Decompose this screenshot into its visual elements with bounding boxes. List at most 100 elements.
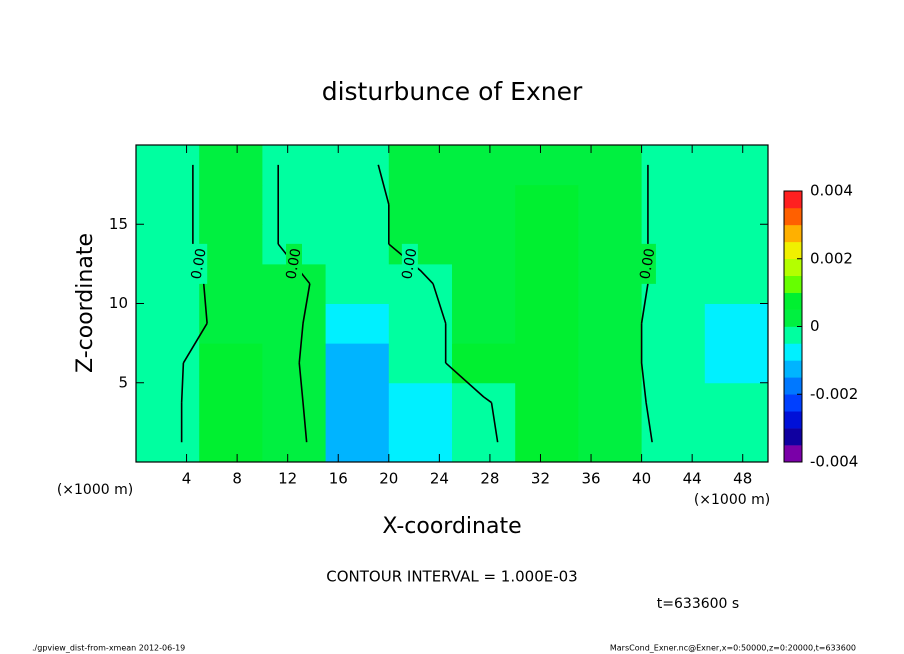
field-cell — [515, 263, 579, 304]
colorbar-tick-label: 0.004 — [810, 182, 853, 200]
field-cell — [704, 145, 769, 186]
contour-label-bg — [401, 243, 418, 284]
field-cell — [704, 303, 769, 344]
field-cell — [578, 382, 643, 423]
field-cell — [136, 382, 200, 423]
field-cell — [641, 145, 706, 186]
field-cell — [578, 303, 643, 344]
x-tick-label: 48 — [733, 470, 752, 488]
field-cell — [641, 343, 706, 384]
field-cell — [325, 343, 390, 384]
colorbar-segment — [784, 275, 802, 293]
x-tick-label: 4 — [182, 470, 192, 488]
colorbar-segment — [784, 343, 802, 361]
colorbar-segment — [784, 394, 802, 412]
field-cell — [704, 184, 769, 225]
colorbar-segment — [784, 326, 802, 344]
field-cell — [199, 263, 263, 304]
field-cell — [452, 184, 516, 225]
contour-label: 0.00 — [637, 247, 658, 280]
x-unit-label: (×1000 m) — [694, 492, 770, 508]
contour-label: 0.00 — [189, 247, 210, 280]
x-tick-label: 16 — [329, 470, 348, 488]
field-cell — [199, 145, 263, 186]
x-tick-label: 8 — [232, 470, 242, 488]
field-cell — [199, 422, 263, 463]
field-cell — [452, 263, 516, 304]
x-tick-label: 28 — [480, 470, 499, 488]
colorbar-tick-label: 0 — [810, 317, 820, 335]
x-tick-label: 36 — [581, 470, 600, 488]
field-cell — [136, 145, 200, 186]
colorbar-tick-label: 0.002 — [810, 249, 853, 267]
field-cell — [704, 224, 769, 265]
field-cell — [199, 343, 263, 384]
colorbar-segment — [784, 224, 802, 243]
field-cell — [578, 343, 643, 384]
footer-right: MarsCond_Exner.nc@Exner,x=0:50000,z=0:20… — [610, 644, 856, 653]
colorbar-segment — [784, 258, 802, 276]
field-cell — [262, 145, 327, 186]
colorbar-segment — [784, 377, 802, 395]
colorbar-segment — [784, 207, 802, 226]
x-tick-label: 40 — [632, 470, 651, 488]
field-cell — [325, 184, 390, 225]
field-cell — [325, 303, 390, 344]
field-cell — [578, 263, 643, 304]
field-cell — [704, 422, 769, 463]
field-cell — [515, 145, 579, 186]
field-cell — [136, 422, 200, 463]
colorbar-segment — [784, 292, 802, 310]
y-axis-label: Z-coordinate — [73, 233, 98, 373]
field-cell — [704, 343, 769, 384]
colorbar-segment — [784, 309, 802, 327]
field-cell — [262, 382, 327, 423]
field-cell — [388, 184, 453, 225]
colorbar-segment — [784, 445, 802, 463]
x-tick-label: 20 — [379, 470, 398, 488]
field-cell — [136, 224, 200, 265]
field-cell — [262, 343, 327, 384]
field-cell — [325, 224, 390, 265]
colorbar-segment — [784, 360, 802, 378]
x-axis-label: X-coordinate — [382, 514, 521, 539]
field-cell — [452, 145, 516, 186]
x-tick-label: 12 — [278, 470, 297, 488]
field-cell — [136, 263, 200, 304]
field-cell — [452, 224, 516, 265]
field-cell — [136, 303, 200, 344]
field-cell — [515, 422, 579, 463]
x-unit-label: (×1000 m) — [57, 482, 133, 498]
field-cell — [199, 184, 263, 225]
field-cell — [704, 382, 769, 423]
y-tick-label: 10 — [109, 294, 128, 312]
field-cell — [641, 422, 706, 463]
field-cell — [515, 224, 579, 265]
field-cell — [515, 382, 579, 423]
contour-interval: CONTOUR INTERVAL = 1.000E-03 — [326, 568, 577, 586]
field-cell — [199, 303, 263, 344]
field-cell — [325, 382, 390, 423]
contour-label: 0.00 — [283, 247, 304, 280]
x-tick-label: 24 — [430, 470, 449, 488]
field-cell — [452, 422, 516, 463]
field-cell — [325, 145, 390, 186]
field-cell — [388, 145, 453, 186]
field-cell — [325, 422, 390, 463]
field-cell — [325, 263, 390, 304]
colorbar-segment — [784, 428, 802, 446]
chart-title: disturbunce of Exner — [322, 77, 583, 106]
contour-label-bg — [639, 243, 656, 284]
field-cell — [452, 382, 516, 423]
field-cell — [136, 184, 200, 225]
field-cell — [515, 184, 579, 225]
field-cell — [578, 184, 643, 225]
field-cell — [388, 382, 453, 423]
colorbar-segment — [784, 191, 802, 209]
field-cell — [262, 422, 327, 463]
y-tick-label: 15 — [109, 215, 128, 233]
footer-left: ./gpview_dist-from-xmean 2012-06-19 — [32, 644, 185, 653]
field-cell — [641, 184, 706, 225]
field-cell — [578, 224, 643, 265]
field-cell — [515, 343, 579, 384]
